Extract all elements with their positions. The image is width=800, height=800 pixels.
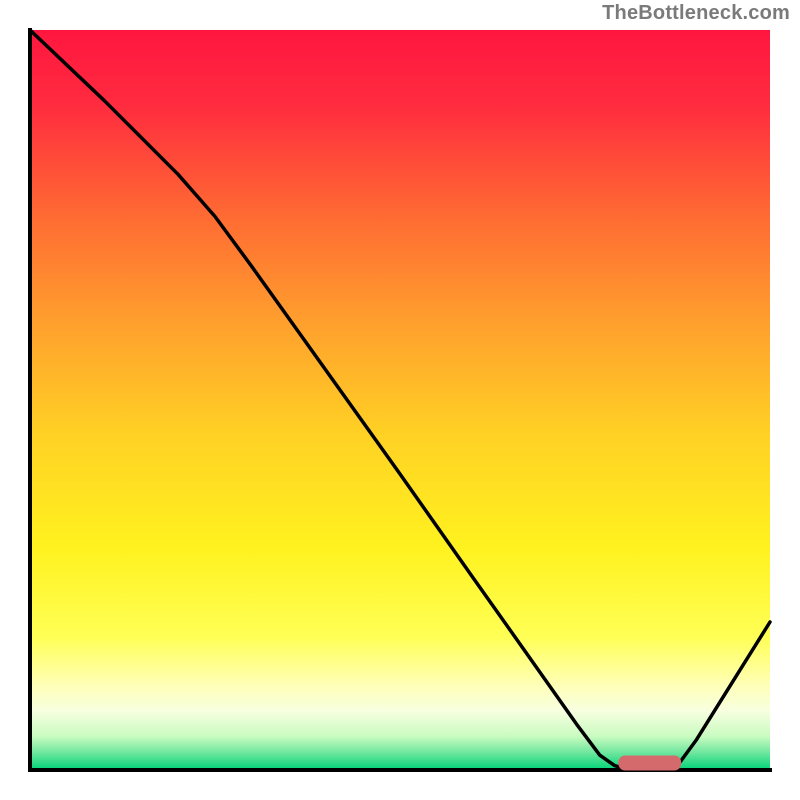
gradient-background	[30, 30, 770, 770]
bottleneck-chart	[0, 0, 800, 800]
attribution-text: TheBottleneck.com	[602, 2, 790, 25]
chart-container: TheBottleneck.com	[0, 0, 800, 800]
optimal-region-marker	[618, 756, 681, 771]
